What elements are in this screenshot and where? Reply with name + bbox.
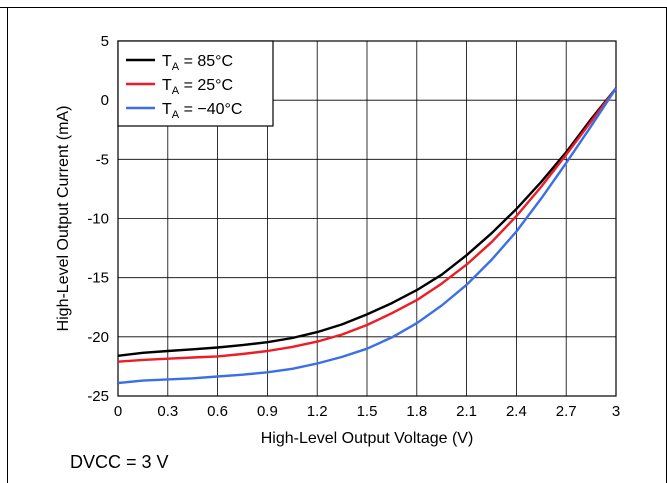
series-line [117,87,617,357]
x-tick-label: 0.3 [157,403,178,420]
x-tick-label: 1.8 [406,403,427,420]
x-tick-label: 0.6 [207,403,228,420]
legend-entry: TA = −40°C [162,101,242,121]
series-line [117,87,618,385]
x-tick-label: 0 [114,403,122,420]
figure-frame-top [0,7,667,8]
y-tick-label: -25 [87,388,109,405]
condition-note: DVCC = 3 V [70,452,169,472]
x-tick-label: 2.7 [556,403,577,420]
figure-frame-left [7,7,8,483]
x-tick-label: 2.4 [506,403,527,420]
legend-entry: TA = 25°C [162,77,233,97]
x-tick-label: 3 [612,403,620,420]
y-tick-label: 5 [101,33,109,50]
plot-area-border [117,40,617,397]
y-tick-label: -15 [87,270,109,287]
series-line [117,87,617,363]
y-tick-label: -5 [96,151,109,168]
x-axis-label: High-Level Output Voltage (V) [261,430,474,447]
y-tick-label: 0 [101,92,109,109]
y-axis-label: High-Level Output Current (mA) [55,106,72,332]
x-tick-label: 2.1 [456,403,477,420]
x-tick-label: 0.9 [257,403,278,420]
y-tick-label: -10 [87,211,109,228]
y-tick-label: -20 [87,329,109,346]
x-tick-label: 1.5 [357,403,378,420]
x-tick-label: 1.2 [307,403,328,420]
legend-entry: TA = 85°C [162,53,233,73]
